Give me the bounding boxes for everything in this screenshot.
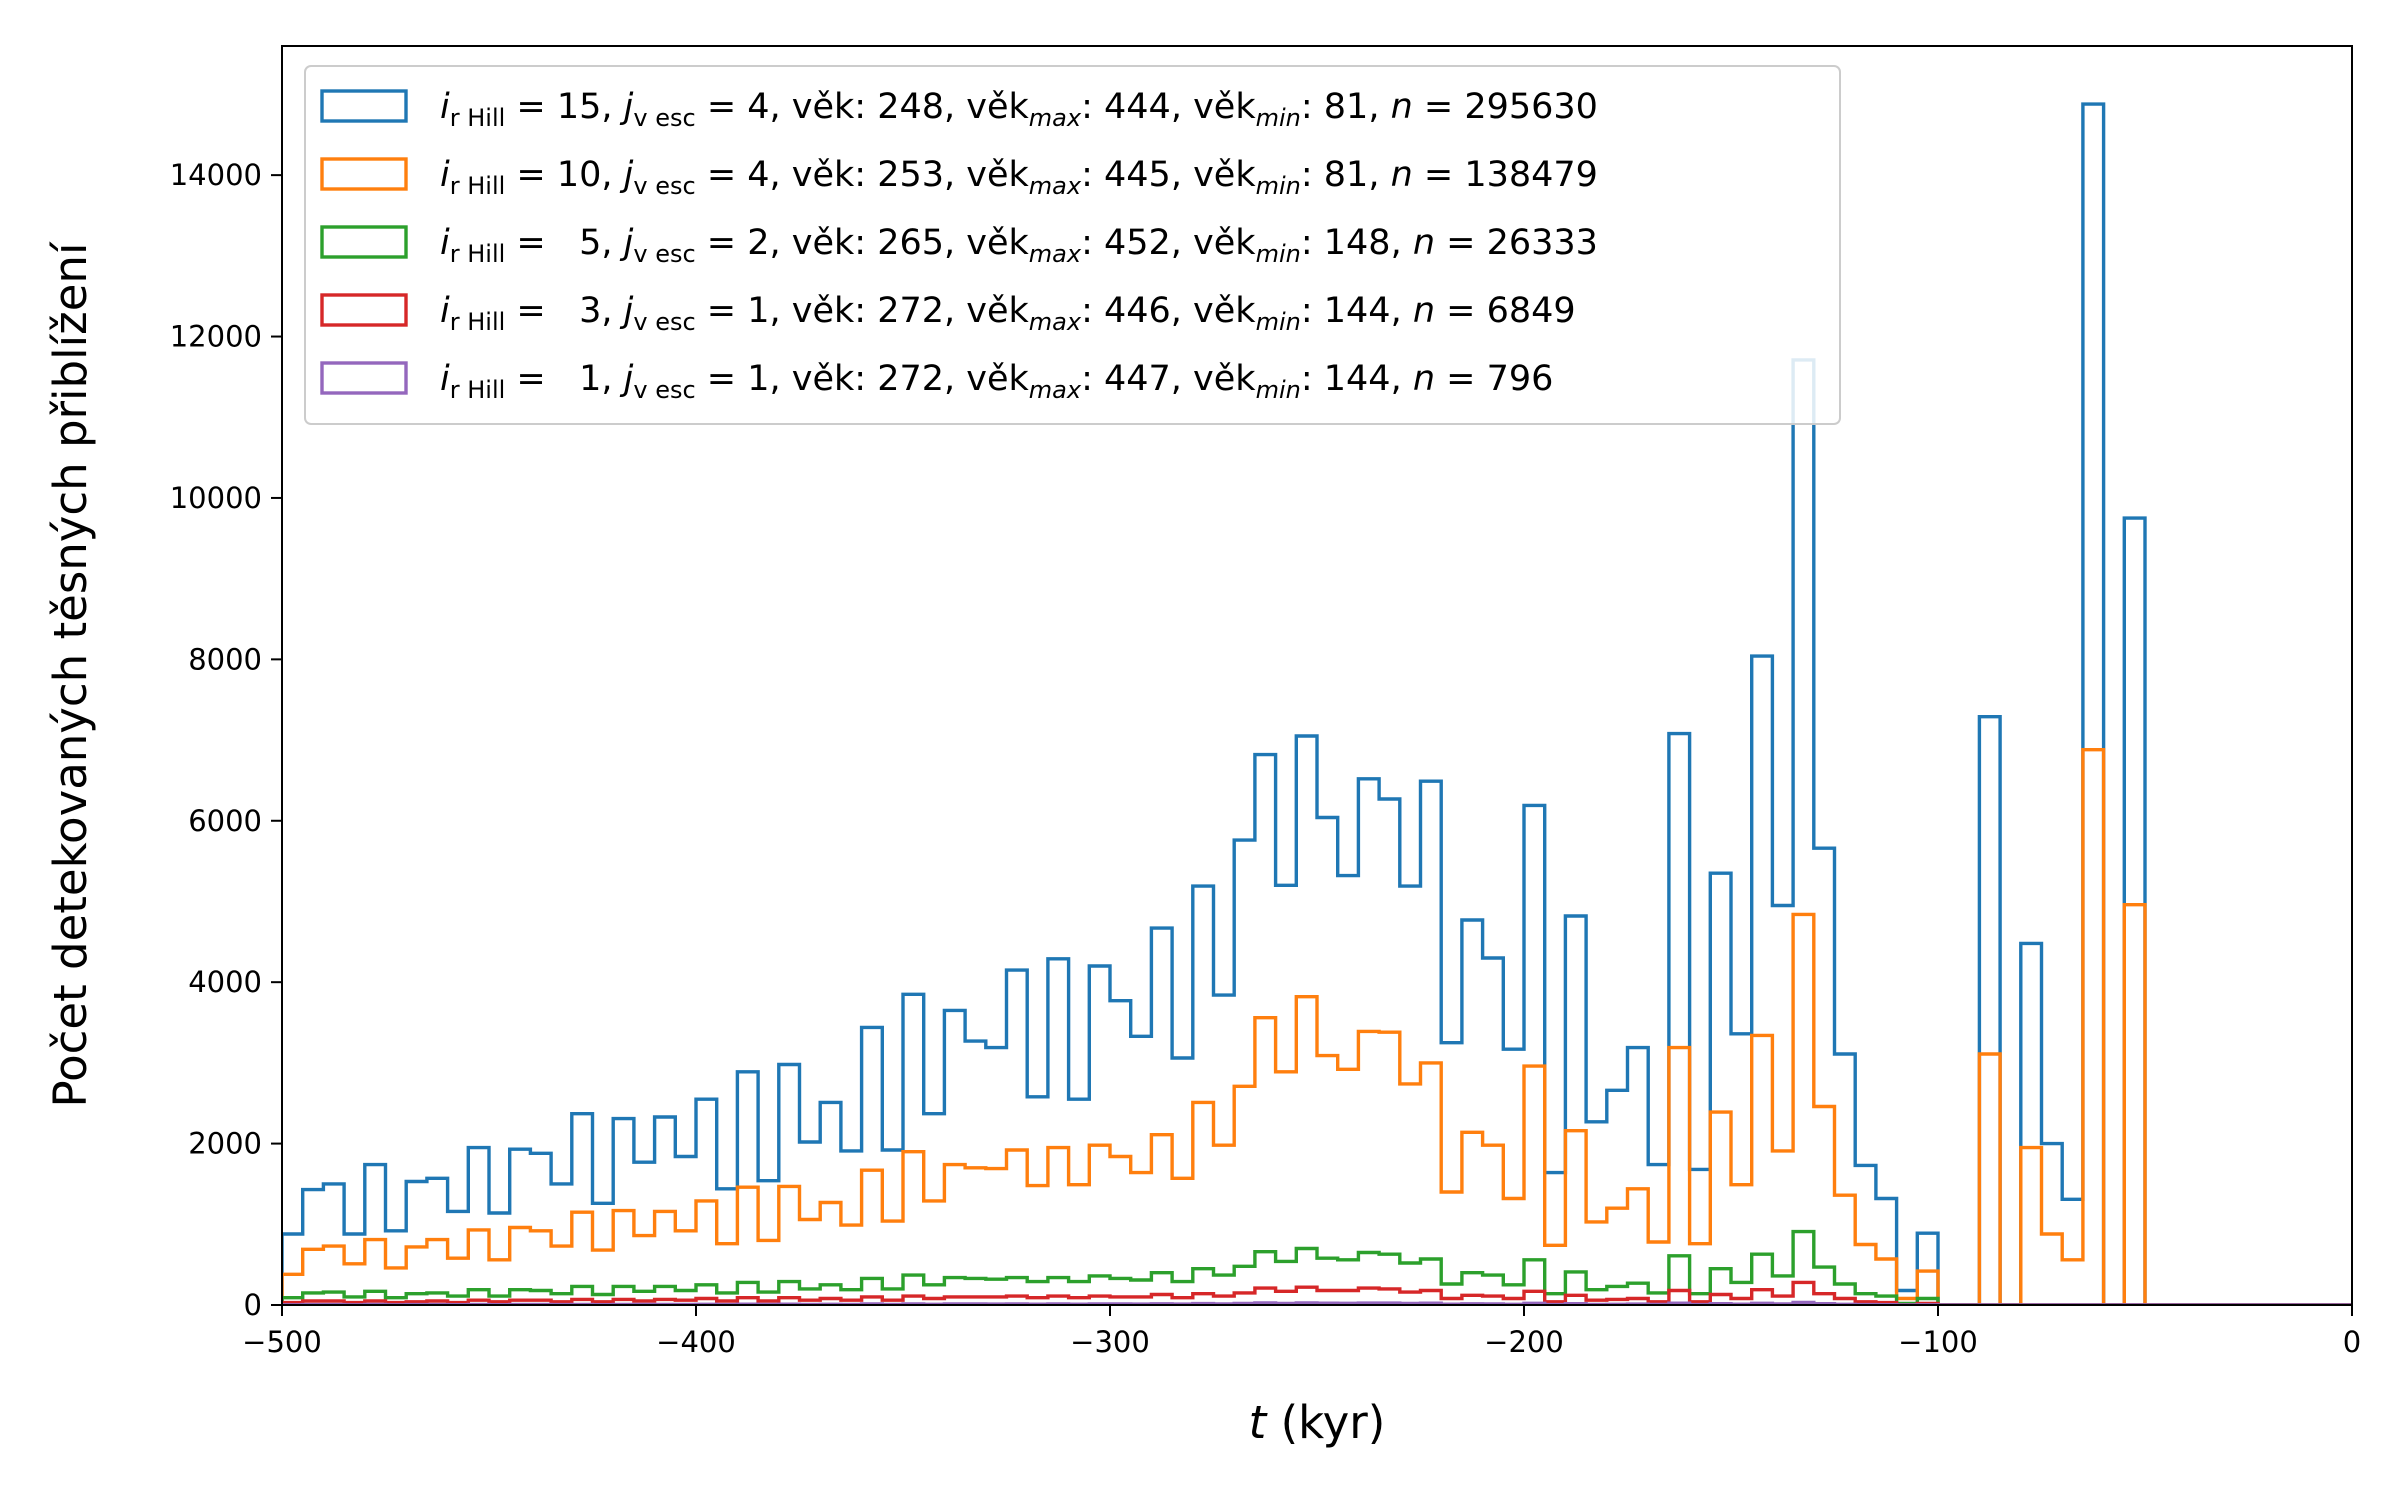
legend-swatch — [320, 361, 408, 395]
legend-frame — [304, 65, 1841, 425]
legend-entry: ir Hill = 1, jv esc = 1, věk: 272, věkma… — [440, 359, 1553, 404]
y-tick-label: 4000 — [188, 965, 262, 999]
legend-swatch — [320, 89, 408, 123]
y-axis-label: Počet detekovaných těsných přiblížení — [44, 241, 97, 1107]
histogram-series-2 — [282, 748, 2352, 1305]
legend-entry: ir Hill = 10, jv esc = 4, věk: 253, věkm… — [440, 155, 1598, 200]
legend-entry: ir Hill = 5, jv esc = 2, věk: 265, věkma… — [440, 223, 1598, 268]
legend-swatch — [320, 157, 408, 191]
y-axis: 0 2000 4000 6000 8000 10000 12000 14000 — [170, 158, 282, 1322]
x-tick-label: 0 — [2343, 1325, 2361, 1359]
x-tick-label: −100 — [1898, 1325, 1978, 1359]
x-axis-label: t (kyr) — [1249, 1396, 1386, 1449]
y-tick-label: 8000 — [188, 642, 262, 676]
x-tick-label: −300 — [1070, 1325, 1150, 1359]
y-tick-label: 2000 — [188, 1127, 262, 1161]
y-tick-label: 6000 — [188, 804, 262, 838]
legend-entry: ir Hill = 15, jv esc = 4, věk: 248, věkm… — [440, 87, 1598, 132]
legend-swatch — [320, 293, 408, 327]
x-tick-label: −400 — [656, 1325, 736, 1359]
y-tick-label: 12000 — [170, 320, 262, 354]
x-tick-label: −500 — [242, 1325, 322, 1359]
y-tick-label: 10000 — [170, 481, 262, 515]
series-layer — [282, 102, 2352, 1305]
legend-swatch — [320, 225, 408, 259]
histogram-series-4 — [282, 1280, 2352, 1305]
legend-entry: ir Hill = 3, jv esc = 1, věk: 272, věkma… — [440, 291, 1576, 336]
y-tick-label: 14000 — [170, 158, 262, 192]
plot-frame — [281, 45, 2353, 1306]
legend: ir Hill = 15, jv esc = 4, věk: 248, věkm… — [304, 65, 1841, 425]
y-tick-label: 0 — [244, 1288, 262, 1322]
x-axis: −500 −400 −300 −200 −100 0 — [242, 1305, 2361, 1359]
x-tick-label: −200 — [1484, 1325, 1564, 1359]
histogram-series-3 — [282, 1229, 2352, 1305]
